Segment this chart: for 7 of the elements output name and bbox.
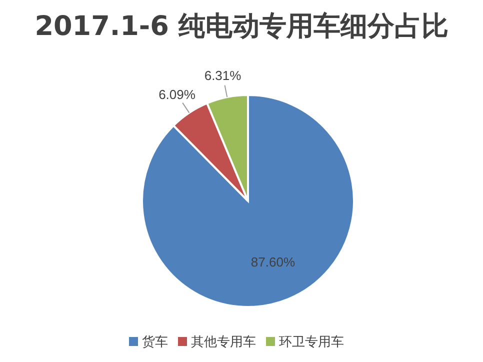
data-label: 6.09%	[158, 86, 196, 102]
data-label: 87.60%	[250, 254, 296, 270]
chart-title: 2017.1-6 纯电动专用车细分占比	[34, 10, 450, 44]
legend-label: 货车	[142, 335, 168, 350]
legend-label: 其他专用车	[191, 335, 256, 350]
legend-label: 环卫专用车	[279, 335, 344, 350]
data-label: 6.31%	[204, 68, 242, 84]
